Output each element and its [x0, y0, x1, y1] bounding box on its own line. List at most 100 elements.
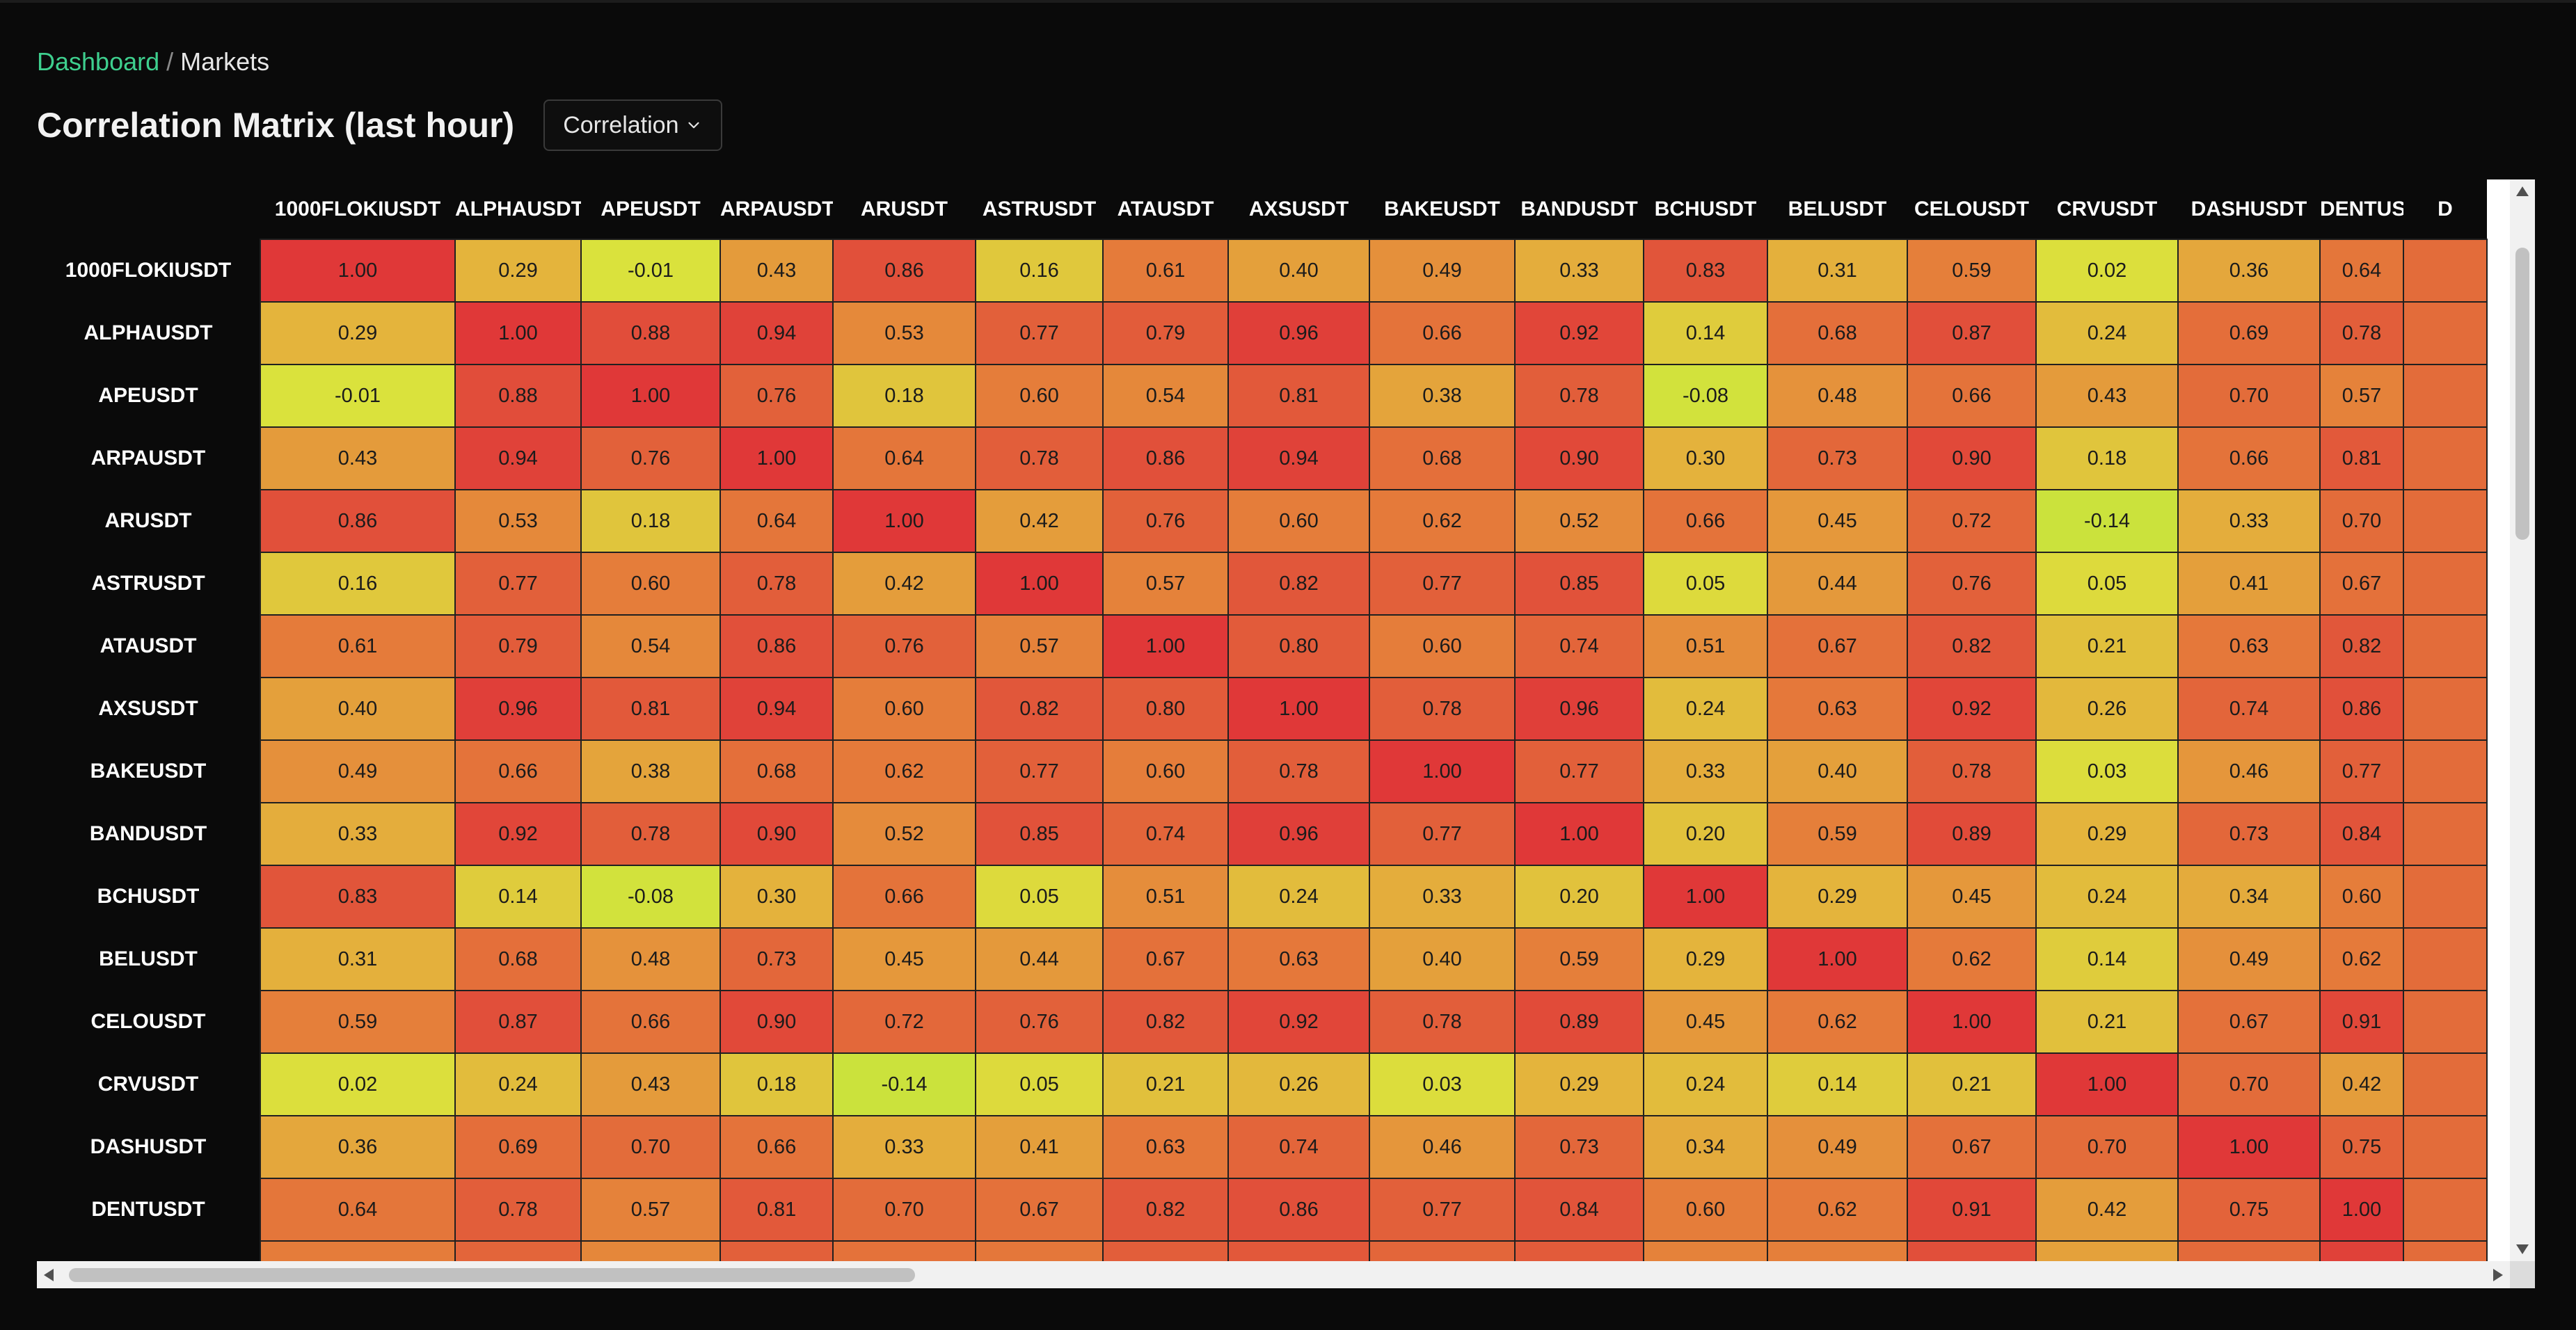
matrix-cell[interactable]: [2403, 1240, 2488, 1261]
matrix-cell[interactable]: 0.57: [1102, 552, 1229, 616]
matrix-cell[interactable]: 0.91: [2319, 990, 2404, 1054]
matrix-cell[interactable]: [975, 1240, 1104, 1261]
matrix-cell[interactable]: 0.33: [2177, 489, 2321, 553]
matrix-cell[interactable]: 0.67: [1907, 1115, 2037, 1179]
matrix-cell[interactable]: 0.43: [2035, 364, 2179, 428]
matrix-cell[interactable]: 0.18: [2035, 426, 2179, 490]
matrix-cell[interactable]: 0.76: [1102, 489, 1229, 553]
horizontal-scrollbar[interactable]: [37, 1261, 2510, 1288]
matrix-cell[interactable]: 0.62: [1767, 1178, 1908, 1242]
matrix-cell[interactable]: 0.70: [2319, 489, 2404, 553]
matrix-cell[interactable]: 0.77: [454, 552, 582, 616]
matrix-cell[interactable]: 0.73: [1767, 426, 1908, 490]
matrix-cell[interactable]: 0.67: [1102, 927, 1229, 991]
matrix-cell[interactable]: 0.66: [1907, 364, 2037, 428]
matrix-cell[interactable]: 0.52: [832, 802, 976, 866]
matrix-cell[interactable]: 0.66: [2177, 426, 2321, 490]
matrix-cell[interactable]: 0.26: [2035, 677, 2179, 741]
matrix-cell[interactable]: 0.61: [260, 614, 456, 678]
matrix-cell[interactable]: [1102, 1240, 1229, 1261]
matrix-cell[interactable]: 0.40: [1767, 739, 1908, 803]
matrix-cell[interactable]: [1907, 1240, 2037, 1261]
matrix-cell[interactable]: 0.96: [1227, 301, 1370, 365]
matrix-cell[interactable]: 1.00: [1643, 865, 1768, 929]
matrix-cell[interactable]: 0.77: [1369, 802, 1516, 866]
matrix-cell[interactable]: 0.83: [1643, 239, 1768, 303]
matrix-cell[interactable]: 0.78: [454, 1178, 582, 1242]
matrix-cell[interactable]: 0.92: [454, 802, 582, 866]
matrix-cell[interactable]: 0.89: [1907, 802, 2037, 866]
matrix-cell[interactable]: [1643, 1240, 1768, 1261]
matrix-cell[interactable]: 1.00: [580, 364, 721, 428]
matrix-cell[interactable]: [832, 1240, 976, 1261]
matrix-cell[interactable]: 0.62: [1369, 489, 1516, 553]
matrix-cell[interactable]: 0.45: [832, 927, 976, 991]
matrix-cell[interactable]: 0.76: [1907, 552, 2037, 616]
matrix-cell[interactable]: 0.41: [975, 1115, 1104, 1179]
matrix-cell[interactable]: 0.30: [719, 865, 834, 929]
matrix-cell[interactable]: 0.96: [1227, 802, 1370, 866]
matrix-cell[interactable]: 0.61: [1102, 239, 1229, 303]
matrix-cell[interactable]: 0.78: [2319, 301, 2404, 365]
matrix-cell[interactable]: [2177, 1240, 2321, 1261]
matrix-cell[interactable]: 0.86: [1102, 426, 1229, 490]
matrix-cell[interactable]: 0.81: [2319, 426, 2404, 490]
matrix-cell[interactable]: [1227, 1240, 1370, 1261]
matrix-cell[interactable]: 0.05: [975, 865, 1104, 929]
matrix-cell[interactable]: 0.70: [832, 1178, 976, 1242]
matrix-cell[interactable]: 0.54: [1102, 364, 1229, 428]
matrix-cell[interactable]: 0.24: [2035, 865, 2179, 929]
vertical-scrollbar[interactable]: [2510, 179, 2535, 1261]
matrix-cell[interactable]: [2403, 552, 2488, 616]
matrix-cell[interactable]: 0.76: [975, 990, 1104, 1054]
matrix-cell[interactable]: 0.77: [2319, 739, 2404, 803]
matrix-cell[interactable]: 0.14: [454, 865, 582, 929]
matrix-cell[interactable]: 1.00: [1907, 990, 2037, 1054]
matrix-cell[interactable]: 0.78: [1369, 990, 1516, 1054]
matrix-cell[interactable]: 1.00: [1767, 927, 1908, 991]
matrix-cell[interactable]: 0.16: [975, 239, 1104, 303]
matrix-cell[interactable]: 0.90: [719, 802, 834, 866]
matrix-cell[interactable]: 0.70: [580, 1115, 721, 1179]
matrix-cell[interactable]: 0.52: [1514, 489, 1644, 553]
matrix-cell[interactable]: [454, 1240, 582, 1261]
matrix-cell[interactable]: 0.70: [2177, 1052, 2321, 1116]
matrix-cell[interactable]: 0.80: [1227, 614, 1370, 678]
matrix-cell[interactable]: 0.14: [1767, 1052, 1908, 1116]
matrix-cell[interactable]: -0.01: [580, 239, 721, 303]
matrix-cell[interactable]: [2403, 364, 2488, 428]
matrix-cell[interactable]: 0.78: [1907, 739, 2037, 803]
matrix-cell[interactable]: 0.45: [1643, 990, 1768, 1054]
matrix-cell[interactable]: 0.64: [832, 426, 976, 490]
matrix-cell[interactable]: 0.59: [1767, 802, 1908, 866]
matrix-cell[interactable]: 1.00: [2319, 1178, 2404, 1242]
matrix-cell[interactable]: 0.26: [1227, 1052, 1370, 1116]
matrix-cell[interactable]: 0.76: [580, 426, 721, 490]
matrix-cell[interactable]: 0.77: [975, 301, 1104, 365]
matrix-cell[interactable]: [2403, 1052, 2488, 1116]
matrix-cell[interactable]: 0.18: [832, 364, 976, 428]
matrix-cell[interactable]: 0.85: [975, 802, 1104, 866]
matrix-cell[interactable]: 0.42: [975, 489, 1104, 553]
matrix-cell[interactable]: 0.29: [2035, 802, 2179, 866]
matrix-cell[interactable]: 0.51: [1643, 614, 1768, 678]
matrix-cell[interactable]: 0.63: [2177, 614, 2321, 678]
matrix-cell[interactable]: 0.33: [832, 1115, 976, 1179]
scroll-down-arrow-icon[interactable]: [2516, 1244, 2529, 1254]
matrix-cell[interactable]: 0.86: [832, 239, 976, 303]
matrix-cell[interactable]: 0.69: [2177, 301, 2321, 365]
matrix-cell[interactable]: 0.43: [719, 239, 834, 303]
matrix-cell[interactable]: 0.41: [2177, 552, 2321, 616]
matrix-cell[interactable]: 0.24: [454, 1052, 582, 1116]
matrix-cell[interactable]: 0.53: [832, 301, 976, 365]
matrix-cell[interactable]: 0.90: [1514, 426, 1644, 490]
matrix-cell[interactable]: 0.21: [2035, 614, 2179, 678]
matrix-cell[interactable]: 0.88: [580, 301, 721, 365]
matrix-cell[interactable]: 0.59: [1907, 239, 2037, 303]
matrix-cell[interactable]: 0.36: [260, 1115, 456, 1179]
matrix-cell[interactable]: [1369, 1240, 1516, 1261]
matrix-cell[interactable]: 0.77: [1514, 739, 1644, 803]
matrix-cell[interactable]: 0.62: [1907, 927, 2037, 991]
matrix-cell[interactable]: 0.94: [719, 677, 834, 741]
matrix-cell[interactable]: [2403, 865, 2488, 929]
